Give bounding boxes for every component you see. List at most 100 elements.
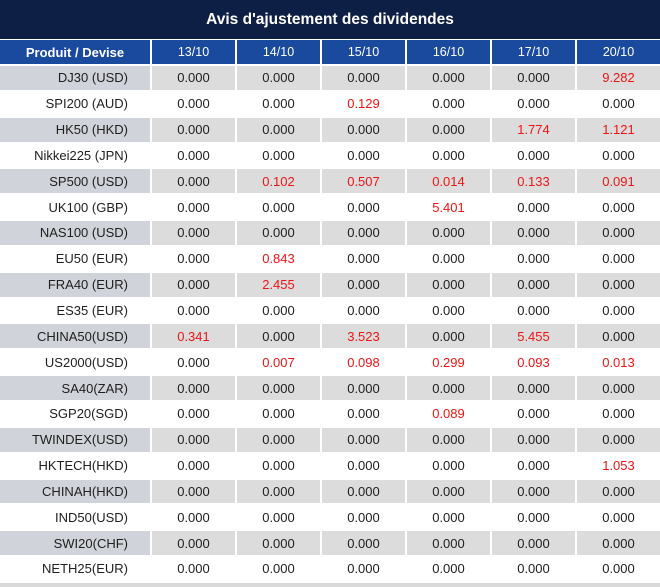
value-cell: 0.000 — [577, 376, 660, 400]
value-cell: 0.000 — [322, 376, 405, 400]
value-cell: 0.000 — [237, 453, 320, 478]
value-cell: 0.000 — [322, 479, 405, 504]
table-row: SGP20(SGD) 0.000 0.000 0.000 0.089 0.000… — [0, 401, 660, 428]
value-cell: 0.000 — [407, 246, 490, 271]
value-cell: 0.341 — [152, 324, 235, 349]
value-cell: 0.000 — [152, 453, 235, 478]
table-row: HKTECH(HKD) 0.000 0.000 0.000 0.000 0.00… — [0, 453, 660, 480]
product-cell: US2000(USD) — [0, 350, 150, 375]
value-cell: 0.000 — [152, 221, 235, 245]
product-cell: HK50 (HKD) — [0, 117, 150, 142]
value-cell: 0.000 — [577, 246, 660, 271]
value-cell: 1.774 — [492, 117, 575, 142]
value-cell: 0.000 — [492, 66, 575, 90]
value-cell: 0.000 — [407, 427, 490, 452]
value-cell: 0.000 — [322, 298, 405, 323]
table-bottom-border — [0, 583, 660, 587]
product-cell: SP500 (USD) — [0, 169, 150, 194]
table-row: SPI200 (AUD) 0.000 0.000 0.129 0.000 0.0… — [0, 91, 660, 118]
value-cell: 0.000 — [577, 324, 660, 349]
value-cell: 0.000 — [577, 195, 660, 220]
value-cell: 0.000 — [492, 376, 575, 400]
value-cell: 0.000 — [237, 143, 320, 168]
table-row: SA40(ZAR) 0.000 0.000 0.000 0.000 0.000 … — [0, 376, 660, 402]
value-cell: 0.000 — [237, 324, 320, 349]
value-cell: 0.000 — [152, 143, 235, 168]
table-row: DJ30 (USD) 0.000 0.000 0.000 0.000 0.000… — [0, 66, 660, 92]
value-cell: 0.000 — [407, 117, 490, 142]
value-cell: 0.000 — [577, 505, 660, 530]
value-cell: 0.000 — [152, 246, 235, 271]
value-cell: 0.000 — [407, 479, 490, 504]
value-cell: 0.843 — [237, 246, 320, 271]
table-row: CHINAH(HKD) 0.000 0.000 0.000 0.000 0.00… — [0, 479, 660, 506]
table-row: SP500 (USD) 0.000 0.102 0.507 0.014 0.13… — [0, 169, 660, 196]
value-cell: 1.053 — [577, 453, 660, 478]
product-cell: UK100 (GBP) — [0, 195, 150, 220]
table-row: NAS100 (USD) 0.000 0.000 0.000 0.000 0.0… — [0, 221, 660, 247]
value-cell: 0.000 — [152, 401, 235, 426]
value-cell: 0.000 — [237, 66, 320, 90]
product-cell: SGP20(SGD) — [0, 401, 150, 426]
table-row: HK50 (HKD) 0.000 0.000 0.000 0.000 1.774… — [0, 117, 660, 144]
value-cell: 0.000 — [492, 195, 575, 220]
value-cell: 0.000 — [322, 557, 405, 581]
value-cell: 0.000 — [407, 531, 490, 556]
value-cell: 0.000 — [152, 350, 235, 375]
value-cell: 0.000 — [237, 427, 320, 452]
value-cell: 0.000 — [492, 91, 575, 116]
value-cell: 0.098 — [322, 350, 405, 375]
product-cell: NETH25(EUR) — [0, 557, 150, 581]
column-header-date-3: 15/10 — [322, 40, 405, 64]
product-cell: TWINDEX(USD) — [0, 427, 150, 452]
value-cell: 0.000 — [407, 557, 490, 581]
table-row: ES35 (EUR) 0.000 0.000 0.000 0.000 0.000… — [0, 298, 660, 325]
value-cell: 0.133 — [492, 169, 575, 194]
value-cell: 0.000 — [152, 298, 235, 323]
value-cell: 0.000 — [492, 143, 575, 168]
product-cell: ES35 (EUR) — [0, 298, 150, 323]
value-cell: 0.000 — [492, 401, 575, 426]
table-row: Nikkei225 (JPN) 0.000 0.000 0.000 0.000 … — [0, 143, 660, 170]
value-cell: 0.000 — [492, 505, 575, 530]
value-cell: 0.000 — [152, 427, 235, 452]
value-cell: 0.000 — [407, 272, 490, 297]
value-cell: 0.000 — [237, 221, 320, 245]
table-header-row: Produit / Devise 13/10 14/10 15/10 16/10… — [0, 40, 660, 66]
value-cell: 0.000 — [322, 272, 405, 297]
value-cell: 0.000 — [237, 91, 320, 116]
product-cell: CHINAH(HKD) — [0, 479, 150, 504]
table-row: UK100 (GBP) 0.000 0.000 0.000 5.401 0.00… — [0, 195, 660, 222]
value-cell: 0.000 — [577, 531, 660, 556]
value-cell: 0.000 — [577, 143, 660, 168]
value-cell: 0.000 — [577, 557, 660, 581]
value-cell: 0.000 — [322, 246, 405, 271]
product-cell: DJ30 (USD) — [0, 66, 150, 90]
value-cell: 0.000 — [237, 117, 320, 142]
product-cell: SPI200 (AUD) — [0, 91, 150, 116]
value-cell: 0.000 — [322, 427, 405, 452]
value-cell: 1.121 — [577, 117, 660, 142]
value-cell: 0.000 — [152, 169, 235, 194]
value-cell: 0.000 — [322, 117, 405, 142]
table-row: NETH25(EUR) 0.000 0.000 0.000 0.000 0.00… — [0, 557, 660, 583]
column-header-product: Produit / Devise — [0, 40, 150, 64]
product-cell: CHINA50(USD) — [0, 324, 150, 349]
value-cell: 0.000 — [577, 221, 660, 245]
value-cell: 0.000 — [322, 195, 405, 220]
value-cell: 0.000 — [492, 246, 575, 271]
table-row: FRA40 (EUR) 0.000 2.455 0.000 0.000 0.00… — [0, 272, 660, 299]
value-cell: 0.000 — [152, 505, 235, 530]
value-cell: 0.000 — [237, 376, 320, 400]
column-header-date-1: 13/10 — [152, 40, 235, 64]
value-cell: 0.000 — [237, 195, 320, 220]
value-cell: 0.000 — [577, 427, 660, 452]
value-cell: 0.091 — [577, 169, 660, 194]
value-cell: 0.093 — [492, 350, 575, 375]
value-cell: 0.000 — [237, 505, 320, 530]
value-cell: 0.000 — [152, 195, 235, 220]
value-cell: 0.000 — [322, 505, 405, 530]
value-cell: 0.000 — [492, 221, 575, 245]
value-cell: 0.000 — [407, 505, 490, 530]
